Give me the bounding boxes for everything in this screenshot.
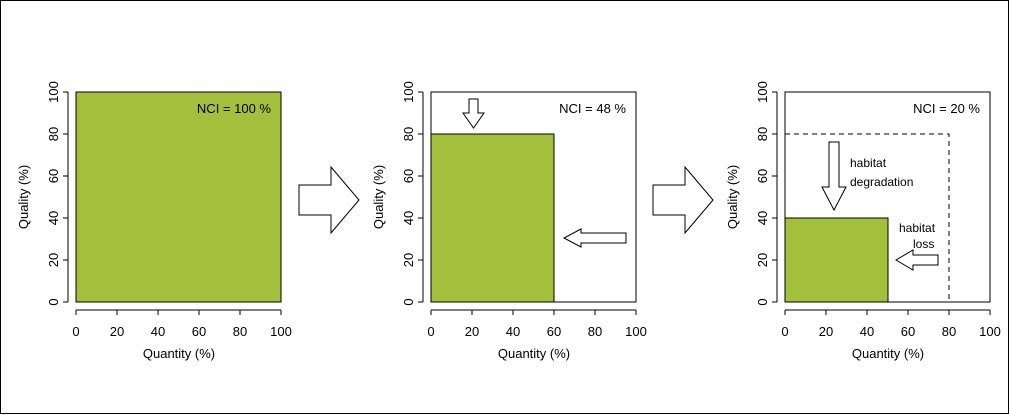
panel-1-y-tick-label: 0 — [46, 298, 61, 305]
panel-1: NCI = 100 % 0 20 40 60 80 100 Quality (%… — [16, 81, 292, 361]
panel-2-y-tick-label: 0 — [401, 298, 416, 305]
panel-2-x-axis — [430, 309, 637, 315]
panel-3-y-tick-label: 0 — [755, 298, 770, 305]
panel-1-y-tick-label: 20 — [46, 253, 61, 267]
panel-1-x-tick-label: 60 — [192, 324, 206, 339]
panel-2-y-tick-label: 60 — [401, 169, 416, 183]
panel-2-x-tick-label: 20 — [465, 324, 479, 339]
panel-3-x-tick-label: 100 — [979, 324, 1001, 339]
panel-3-x-tick-label: 60 — [901, 324, 915, 339]
panel-3-habitat-area — [784, 217, 889, 303]
panel-2-down-arrow — [462, 98, 485, 129]
panel-1-y-tick-label: 80 — [46, 127, 61, 141]
panel-2-x-tick-label: 100 — [625, 324, 647, 339]
panel-3-x-tick-label: 20 — [819, 324, 833, 339]
panel-1-y-axis-title: Quality (%) — [16, 165, 31, 229]
transition-arrow-1 — [298, 165, 360, 235]
panel-3-y-tick-label: 20 — [755, 253, 770, 267]
panel-1-x-tick-label: 100 — [270, 324, 292, 339]
panel-2-y-axis-title: Quality (%) — [371, 165, 386, 229]
panel-3-nci-label: NCI = 20 % — [913, 101, 980, 116]
panel-1-y-axis — [63, 91, 69, 303]
panel-3-plot-box — [784, 91, 991, 303]
panel-2-y-axis — [418, 91, 424, 303]
panel-1-y-tick-label: 40 — [46, 211, 61, 225]
panel-1-y-tick-label: 100 — [46, 81, 61, 103]
panel-3-x-tick-label: 80 — [942, 324, 956, 339]
panel-1-x-tick-label: 20 — [110, 324, 124, 339]
panel-1-y-tick-label: 60 — [46, 169, 61, 183]
panel-3-x-axis-title: Quantity (%) — [852, 346, 924, 361]
panel-3-y-tick-label: 80 — [755, 127, 770, 141]
panel-2: NCI = 48 % 0 20 40 60 80 100 Quality (%) — [371, 81, 647, 361]
panel-3-y-axis — [772, 91, 778, 303]
panel-1-x-tick-label: 0 — [72, 324, 79, 339]
panel-1-x-tick-label: 80 — [233, 324, 247, 339]
panel-3-x-tick-label: 40 — [860, 324, 874, 339]
panel-2-habitat-area — [430, 133, 555, 303]
panel-1-x-axis-title: Quantity (%) — [143, 346, 215, 361]
panel-1-habitat-area — [76, 92, 281, 302]
panel-2-nci-label: NCI = 48 % — [559, 101, 626, 116]
panel-2-plot-box — [430, 91, 637, 303]
panel-2-y-tick-label: 80 — [401, 127, 416, 141]
panel-1-nci-label: NCI = 100 % — [197, 101, 272, 116]
panel-1-x-axis — [75, 309, 282, 315]
panel-3: NCI = 20 % habitat degradation habitat l… — [725, 81, 1001, 361]
panel-3-y-tick-label: 40 — [755, 211, 770, 225]
transition-arrow-2 — [652, 165, 714, 235]
panel-3-loss-arrow — [895, 249, 939, 271]
panel-3-degradation-label: degradation — [850, 175, 913, 189]
panel-3-y-tick-label: 100 — [755, 81, 770, 103]
panel-2-x-tick-label: 60 — [547, 324, 561, 339]
panel-1-plot-box — [75, 91, 282, 303]
panel-2-x-tick-label: 40 — [506, 324, 520, 339]
panel-2-x-axis-title: Quantity (%) — [498, 346, 570, 361]
panel-3-degradation-arrow — [821, 141, 847, 212]
panel-2-y-tick-label: 100 — [401, 81, 416, 103]
panel-2-left-arrow — [562, 228, 627, 248]
panel-1-x-tick-label: 40 — [151, 324, 165, 339]
panel-2-y-tick-label: 40 — [401, 211, 416, 225]
panel-3-loss-label: loss — [913, 237, 934, 251]
panel-3-y-tick-label: 60 — [755, 169, 770, 183]
panel-3-x-tick-label: 0 — [781, 324, 788, 339]
panel-3-loss-label: habitat — [899, 221, 936, 235]
panel-3-y-axis-title: Quality (%) — [725, 165, 740, 229]
panel-2-y-tick-label: 20 — [401, 253, 416, 267]
panel-3-degradation-label: habitat — [850, 156, 887, 170]
panel-2-x-tick-label: 80 — [588, 324, 602, 339]
panel-2-x-tick-label: 0 — [427, 324, 434, 339]
panel-3-x-axis — [784, 309, 991, 315]
